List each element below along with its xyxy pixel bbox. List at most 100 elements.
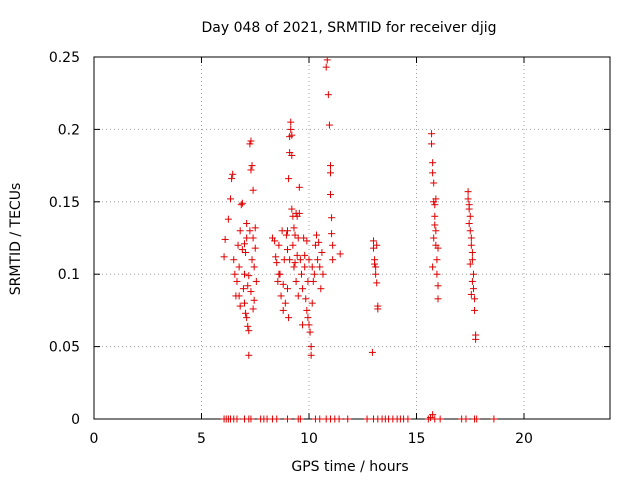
data-point <box>282 231 290 239</box>
data-point <box>473 415 481 423</box>
x-tick-label: 0 <box>90 431 99 447</box>
data-point <box>429 159 437 167</box>
data-point <box>404 415 412 423</box>
data-point <box>273 259 281 267</box>
data-point <box>336 250 344 258</box>
data-point <box>304 277 312 285</box>
chart-title: Day 048 of 2021, SRMTID for receiver dji… <box>202 20 497 36</box>
data-point <box>433 270 441 278</box>
data-point <box>372 270 380 278</box>
data-point <box>431 212 439 220</box>
data-point <box>249 305 257 313</box>
data-point <box>465 220 473 228</box>
data-point <box>230 256 238 264</box>
data-point <box>221 235 229 243</box>
data-point <box>245 272 253 280</box>
data-point <box>432 195 440 203</box>
data-point <box>241 299 248 307</box>
data-point <box>300 234 308 242</box>
data-point <box>314 256 322 264</box>
data-point <box>431 201 439 209</box>
data-point <box>296 415 304 423</box>
x-tick-label: 10 <box>300 431 318 447</box>
data-point <box>285 314 293 322</box>
data-point <box>433 256 441 264</box>
data-point <box>249 186 257 194</box>
x-tick-label: 5 <box>197 431 206 447</box>
data-point <box>428 130 436 138</box>
data-point <box>464 188 472 196</box>
data-point <box>303 306 311 314</box>
data-point <box>462 415 470 423</box>
data-point <box>328 230 336 238</box>
data-point <box>242 248 250 256</box>
data-point <box>227 195 235 203</box>
data-point <box>244 322 252 330</box>
data-point <box>301 263 309 271</box>
data-point <box>308 263 316 271</box>
data-point <box>467 290 475 298</box>
data-point <box>224 215 232 223</box>
data-point <box>464 195 472 203</box>
data-point <box>329 256 337 264</box>
y-tick-label: 0.25 <box>49 50 80 66</box>
data-point <box>434 295 442 303</box>
y-tick-label: 0.2 <box>58 122 80 138</box>
data-point <box>328 214 336 222</box>
data-point <box>319 270 327 278</box>
data-point <box>471 306 479 314</box>
data-point <box>291 259 299 267</box>
data-point <box>234 241 242 249</box>
data-point <box>296 256 304 264</box>
data-point <box>468 256 476 264</box>
data-point <box>243 220 251 228</box>
data-point <box>371 260 379 268</box>
data-point <box>434 282 442 290</box>
data-point <box>275 270 283 278</box>
data-point <box>236 227 244 235</box>
data-point <box>245 327 253 335</box>
data-point <box>241 270 248 278</box>
data-point <box>290 263 298 271</box>
data-point <box>429 169 437 177</box>
data-point <box>295 183 303 191</box>
data-point <box>245 351 253 359</box>
data-point <box>434 244 442 252</box>
data-point <box>287 118 295 126</box>
data-point <box>243 314 251 322</box>
data-point <box>249 234 257 242</box>
data-point <box>335 415 343 423</box>
data-point <box>374 305 382 313</box>
data-point <box>466 260 474 268</box>
data-point <box>466 227 474 235</box>
data-point <box>468 248 476 256</box>
data-point <box>295 209 303 217</box>
data-point <box>469 285 477 293</box>
data-point <box>284 415 291 423</box>
data-point <box>242 309 250 317</box>
data-point <box>251 224 259 232</box>
data-point <box>284 227 291 235</box>
data-point <box>293 251 301 259</box>
data-point <box>237 201 245 209</box>
data-point <box>299 285 307 293</box>
data-point <box>429 263 437 271</box>
data-point <box>370 244 377 252</box>
data-point <box>469 270 477 278</box>
data-point <box>325 121 333 129</box>
data-point <box>238 199 246 207</box>
data-point <box>432 227 440 235</box>
data-point <box>251 244 259 252</box>
axes-layer: 0 5 10 15 20 0 0.05 0.1 0.15 0.2 0.25 <box>49 50 611 447</box>
data-point <box>329 241 337 249</box>
data-point <box>274 277 282 285</box>
data-point <box>318 248 326 256</box>
data-point <box>324 91 332 99</box>
data-point <box>247 288 255 296</box>
y-tick-label: 0.05 <box>49 340 80 356</box>
data-point <box>252 277 260 285</box>
data-point <box>316 415 324 423</box>
data-point <box>250 296 258 304</box>
data-point <box>303 237 311 245</box>
